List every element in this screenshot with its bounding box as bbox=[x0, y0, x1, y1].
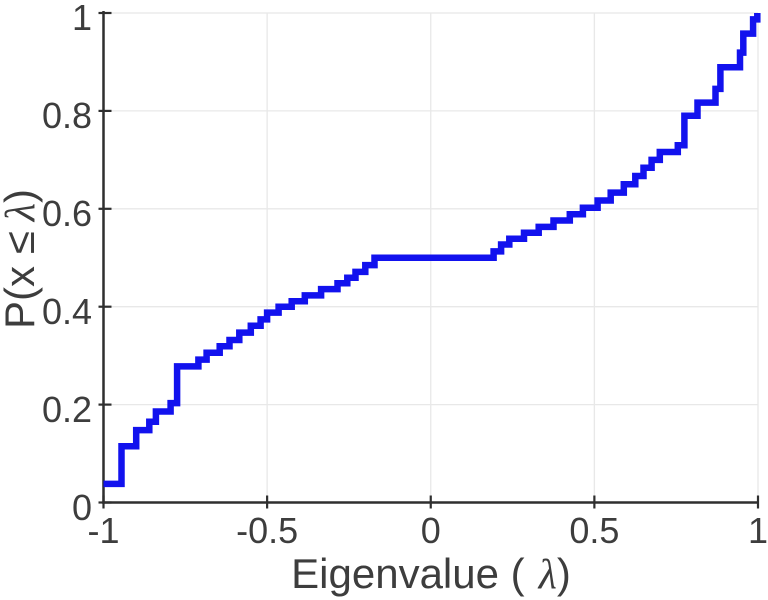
x-axis-label: Eigenvalue ( λ) bbox=[104, 550, 758, 598]
y-tick-label-0.2: 0.2 bbox=[41, 388, 92, 430]
x-tick-label-1: 1 bbox=[747, 510, 768, 551]
y-axis-label: P(x ≤ λ) bbox=[0, 109, 44, 409]
y-tick-label-1: 1 bbox=[71, 0, 92, 38]
x-tick-label-0: 0 bbox=[420, 510, 441, 551]
ecdf-step-line bbox=[103, 13, 761, 488]
y-tick-label-0.4: 0.4 bbox=[41, 290, 92, 332]
lambda-symbol: λ bbox=[538, 552, 557, 598]
lambda-symbol: λ bbox=[0, 203, 44, 222]
grid-lines bbox=[103, 12, 759, 503]
x-axis-label-text: Eigenvalue ( bbox=[291, 550, 525, 597]
x-axis-label-close: ) bbox=[556, 550, 571, 597]
y-tick-label-0: 0 bbox=[71, 486, 92, 528]
x-tick-label--0.5: -0.5 bbox=[236, 510, 299, 551]
y-tick-label-0.8: 0.8 bbox=[41, 94, 92, 136]
tick-marks bbox=[98, 11, 760, 509]
x-tick-label--1: -1 bbox=[87, 510, 120, 551]
y-axis-label-close: ) bbox=[0, 189, 43, 204]
x-tick-label-0.5: 0.5 bbox=[569, 510, 620, 551]
y-axis-label-text: P(x ≤ bbox=[0, 231, 43, 329]
y-tick-label-0.6: 0.6 bbox=[41, 192, 92, 234]
